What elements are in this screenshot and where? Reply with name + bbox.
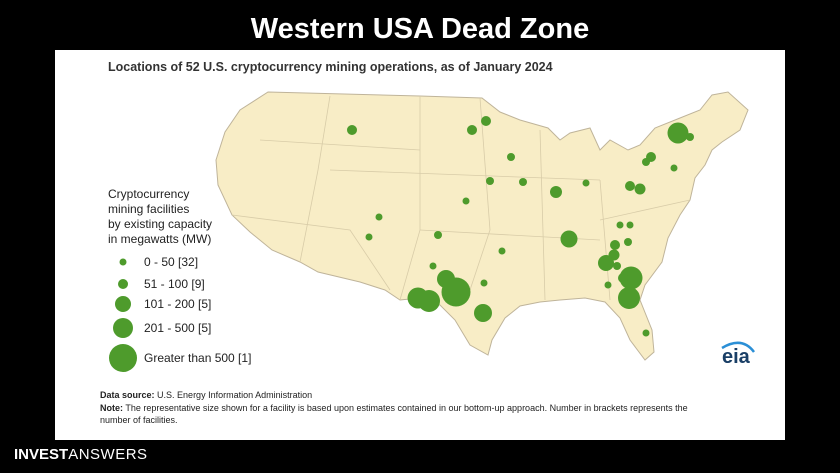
legend-label: 101 - 200 [5] xyxy=(144,297,211,311)
note-text: The representative size shown for a faci… xyxy=(125,403,687,413)
eia-logo: eia xyxy=(722,346,751,368)
legend-symbol xyxy=(119,258,127,266)
logo-swoosh xyxy=(721,341,755,353)
legend-label: Greater than 500 [1] xyxy=(144,351,251,365)
legend-symbol xyxy=(113,318,133,338)
us-map xyxy=(215,91,749,361)
legend-title: by existing capacity xyxy=(108,217,212,231)
legend-label: 51 - 100 [9] xyxy=(144,277,205,291)
legend-title: in megawatts (MW) xyxy=(108,232,211,246)
note-text: number of facilities. xyxy=(100,415,178,425)
legend-symbol xyxy=(115,296,131,312)
note-line: Note: The representative size shown for … xyxy=(100,403,688,413)
source-text: U.S. Energy Information Administration xyxy=(157,390,312,400)
map-title: Locations of 52 U.S. cryptocurrency mini… xyxy=(108,60,553,74)
brand-bold: INVEST xyxy=(14,446,68,463)
brand-light: ANSWERS xyxy=(68,446,147,463)
brand: INVESTANSWERS xyxy=(14,446,148,463)
legend-label: 0 - 50 [32] xyxy=(144,255,198,269)
source-label: Data source: xyxy=(100,390,155,400)
facility-markers xyxy=(347,116,694,337)
note-label: Note: xyxy=(100,403,123,413)
legend-title: mining facilities xyxy=(108,202,189,216)
legend-title: Cryptocurrency xyxy=(108,187,189,201)
legend-symbol xyxy=(109,344,137,372)
state-lines xyxy=(231,95,691,301)
legend-symbol xyxy=(118,279,128,289)
source-line: Data source: U.S. Energy Information Adm… xyxy=(100,390,312,400)
legend-label: 201 - 500 [5] xyxy=(144,321,211,335)
page-title: Western USA Dead Zone xyxy=(251,13,589,45)
legend: Cryptocurrency mining facilities by exis… xyxy=(108,187,251,372)
